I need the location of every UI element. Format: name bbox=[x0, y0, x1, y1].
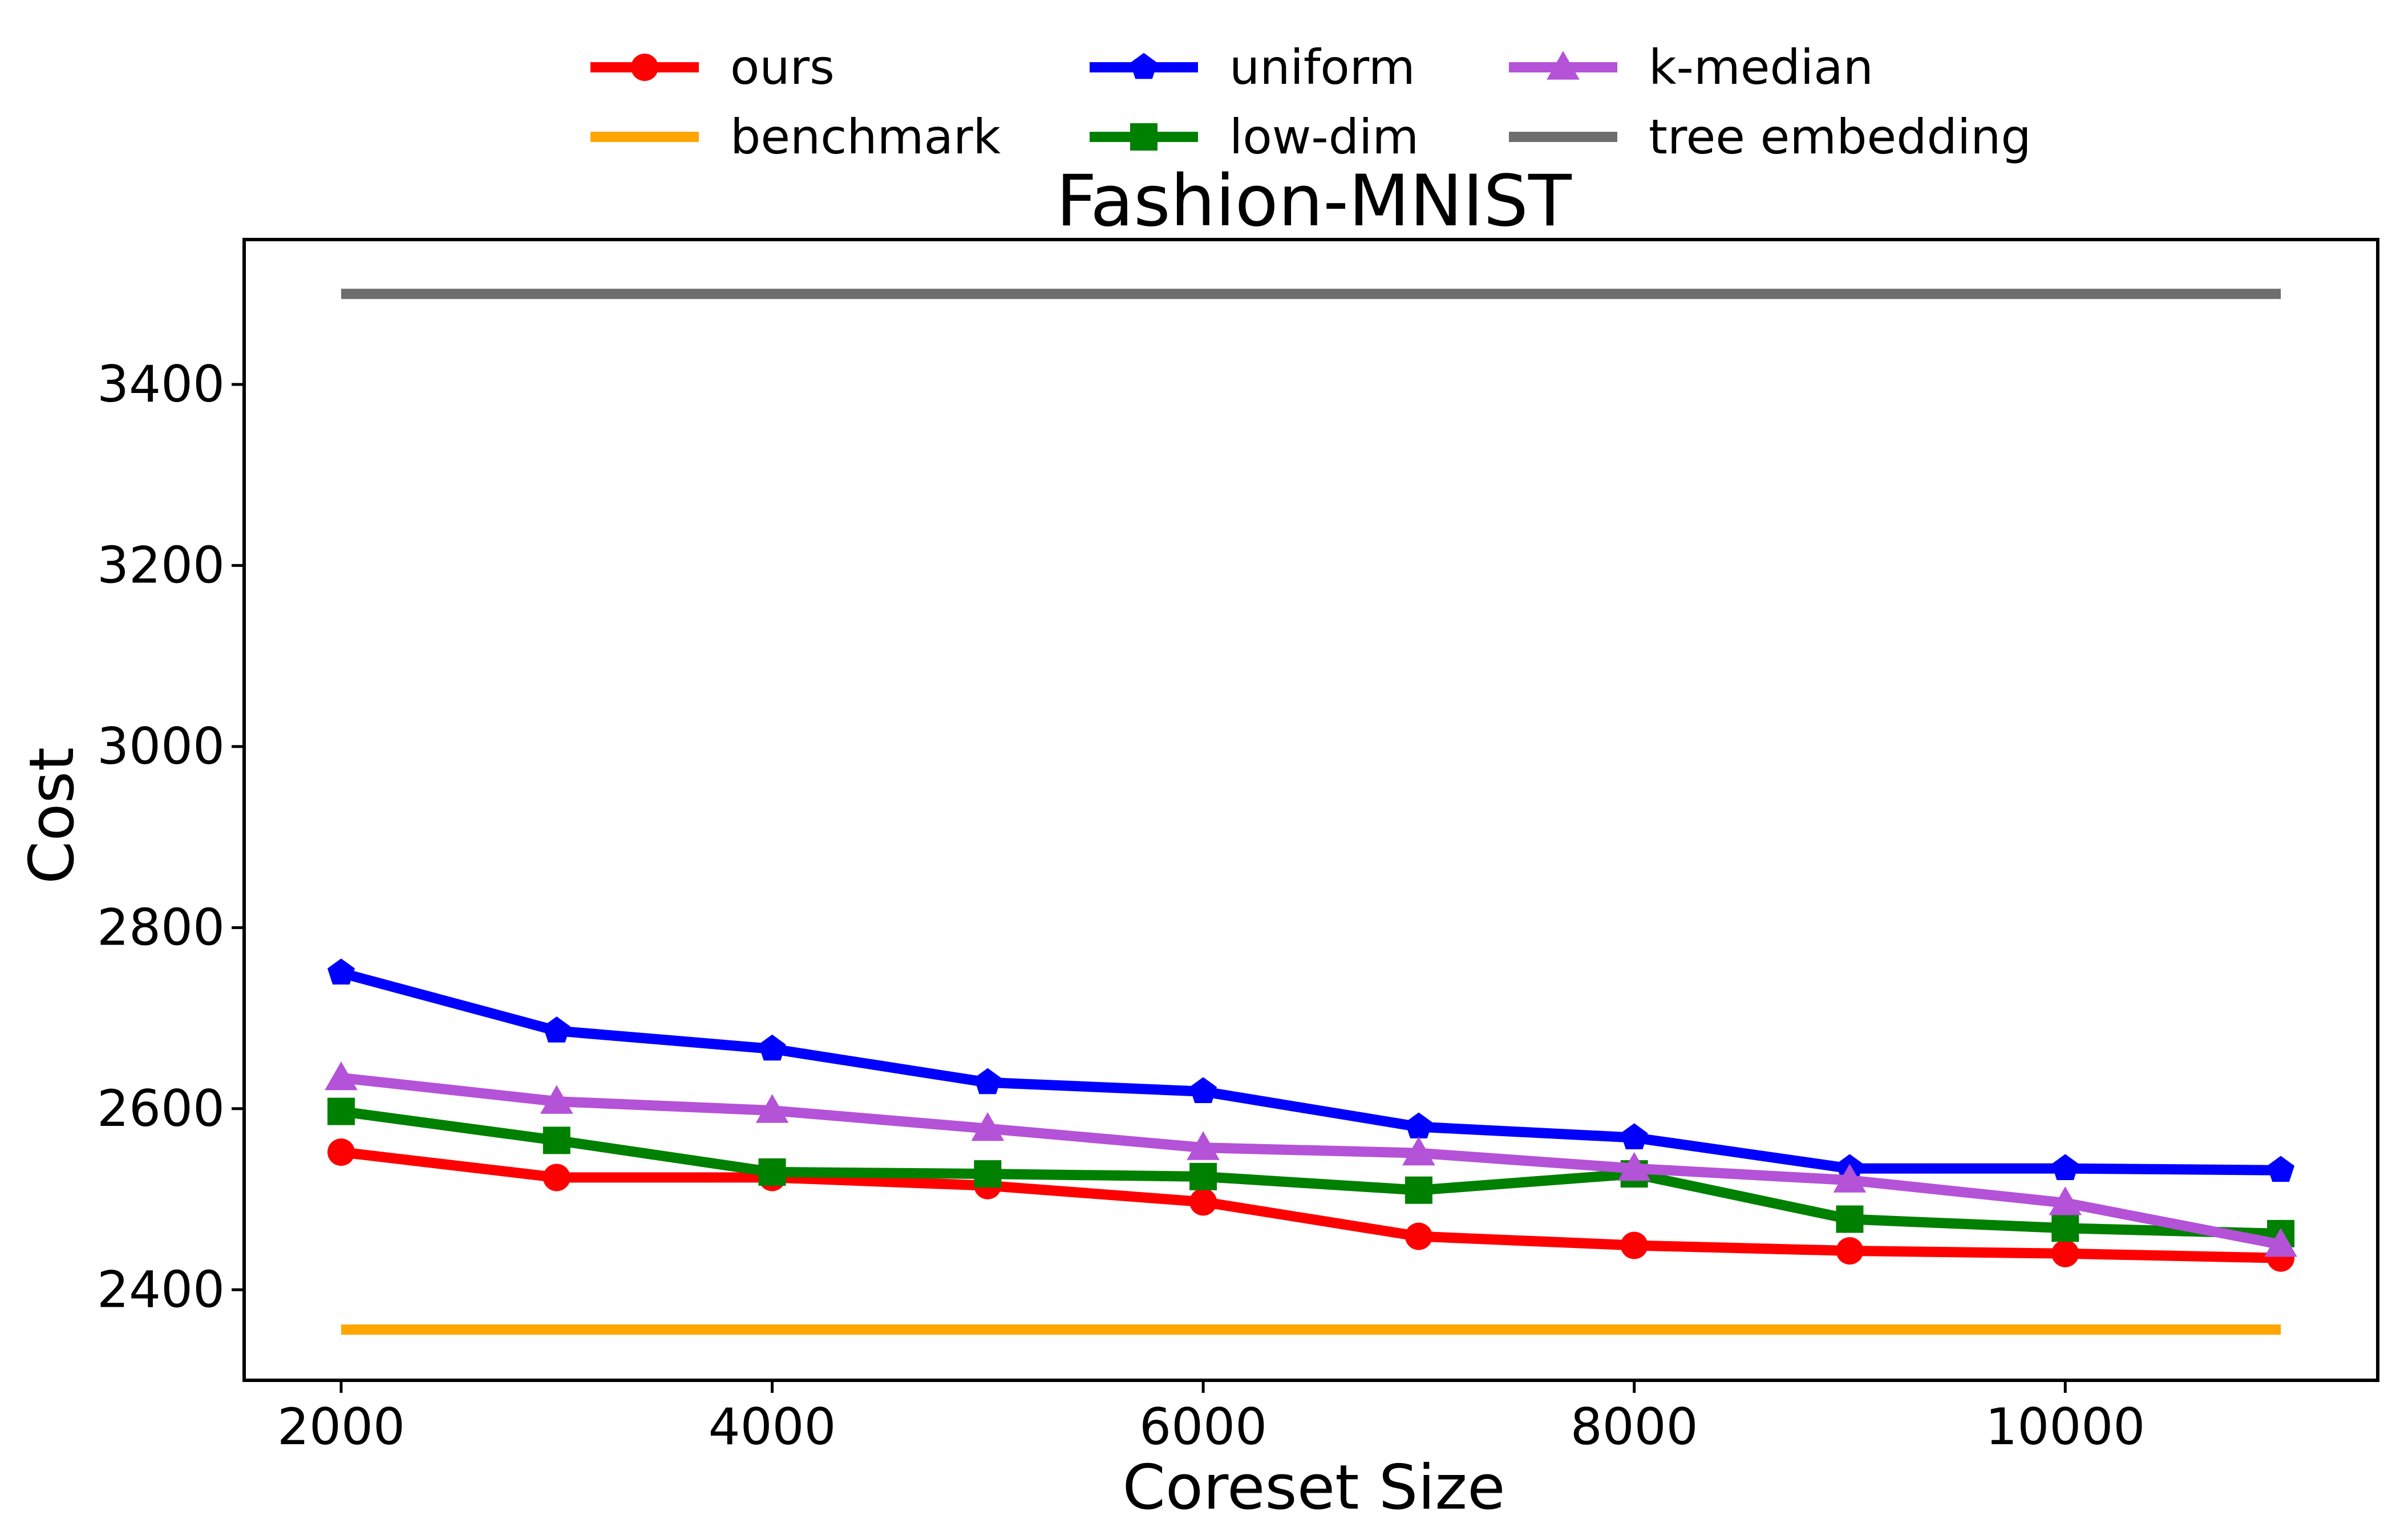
legend-label: ours bbox=[730, 39, 835, 95]
data-point bbox=[2049, 1186, 2082, 1215]
y-tick-label: 3000 bbox=[97, 717, 225, 776]
series-line bbox=[340, 1147, 2281, 1263]
series-line bbox=[339, 968, 2281, 1176]
data-point bbox=[1187, 1131, 1220, 1160]
data-point bbox=[327, 1097, 355, 1125]
series-k-median bbox=[325, 1061, 2297, 1257]
legend-label: uniform bbox=[1229, 39, 1415, 95]
data-point bbox=[1189, 1077, 1217, 1103]
data-point bbox=[1836, 1205, 1864, 1233]
plot-frame bbox=[242, 238, 2379, 1382]
data-point bbox=[327, 958, 355, 985]
legend-marker bbox=[631, 54, 658, 81]
data-point bbox=[1836, 1237, 1864, 1265]
y-tick-label: 2400 bbox=[97, 1260, 225, 1319]
legend-item-tree-embedding: tree embedding bbox=[1509, 109, 2031, 165]
x-tick-label: 6000 bbox=[1139, 1397, 1267, 1456]
series-uniform bbox=[327, 958, 2294, 1182]
y-axis-label: Cost bbox=[17, 747, 88, 884]
data-point bbox=[974, 1068, 1002, 1095]
legend-marker bbox=[1547, 51, 1580, 80]
x-axis-label: Coreset Size bbox=[1122, 1452, 1505, 1523]
series-low-dim bbox=[327, 1097, 2294, 1247]
data-point bbox=[2051, 1214, 2079, 1242]
data-point bbox=[1833, 1164, 1867, 1193]
data-point bbox=[2264, 1228, 2297, 1257]
x-tick-label: 4000 bbox=[709, 1397, 836, 1456]
data-point bbox=[2267, 1156, 2294, 1182]
data-point bbox=[758, 1158, 786, 1186]
data-point bbox=[543, 1126, 570, 1154]
x-tick-label: 8000 bbox=[1571, 1397, 1698, 1456]
legend-item-ours: ours bbox=[590, 39, 835, 95]
legend-item-k-median: k-median bbox=[1509, 39, 1873, 95]
legend-marker bbox=[1130, 123, 1157, 151]
chart-title: Fashion-MNIST bbox=[1056, 160, 1572, 242]
data-point bbox=[543, 1164, 570, 1192]
data-point bbox=[1405, 1176, 1432, 1204]
y-tick-label: 2600 bbox=[97, 1079, 225, 1138]
y-tick-label: 2800 bbox=[97, 898, 225, 957]
legend: ours benchmark uniform low-dim k-median tree … bbox=[590, 39, 2031, 165]
y-tick-label: 3400 bbox=[97, 355, 225, 414]
data-point bbox=[755, 1094, 789, 1123]
legend-label: benchmark bbox=[730, 109, 1001, 165]
data-point bbox=[1617, 1152, 1651, 1181]
data-point bbox=[1189, 1162, 1217, 1190]
series-line bbox=[341, 1072, 2282, 1250]
data-point bbox=[325, 1061, 358, 1091]
series-line bbox=[340, 1106, 2281, 1239]
data-point bbox=[1620, 1123, 1648, 1149]
y-tick-label: 3200 bbox=[97, 536, 225, 594]
data-point bbox=[540, 1085, 573, 1114]
legend-marker bbox=[1130, 52, 1157, 79]
data-point bbox=[974, 1160, 1002, 1188]
data-point bbox=[1405, 1112, 1432, 1138]
legend-item-uniform: uniform bbox=[1090, 39, 1415, 95]
data-point bbox=[543, 1016, 570, 1043]
data-point bbox=[327, 1138, 355, 1166]
plot-area bbox=[325, 289, 2297, 1335]
data-point bbox=[1405, 1222, 1432, 1250]
x-tick-label: 10000 bbox=[1985, 1397, 2145, 1456]
legend-label: low-dim bbox=[1229, 109, 1419, 165]
x-tick-label: 2000 bbox=[277, 1397, 405, 1456]
data-point bbox=[2051, 1154, 2079, 1180]
data-point bbox=[1402, 1136, 1435, 1166]
data-point bbox=[758, 1034, 786, 1061]
legend-item-low-dim: low-dim bbox=[1090, 109, 1419, 165]
data-point bbox=[971, 1112, 1005, 1141]
data-point bbox=[1620, 1231, 1648, 1259]
data-point bbox=[1189, 1188, 1217, 1216]
legend-label: tree embedding bbox=[1649, 109, 2031, 165]
legend-item-benchmark: benchmark bbox=[590, 109, 1001, 165]
data-point bbox=[2051, 1239, 2079, 1267]
axes: 2000 4000 6000 8000 10000 2400 2600 2800 3000 320… bbox=[97, 238, 2379, 1456]
series-ours bbox=[327, 1138, 2294, 1272]
legend-label: k-median bbox=[1649, 39, 1873, 95]
